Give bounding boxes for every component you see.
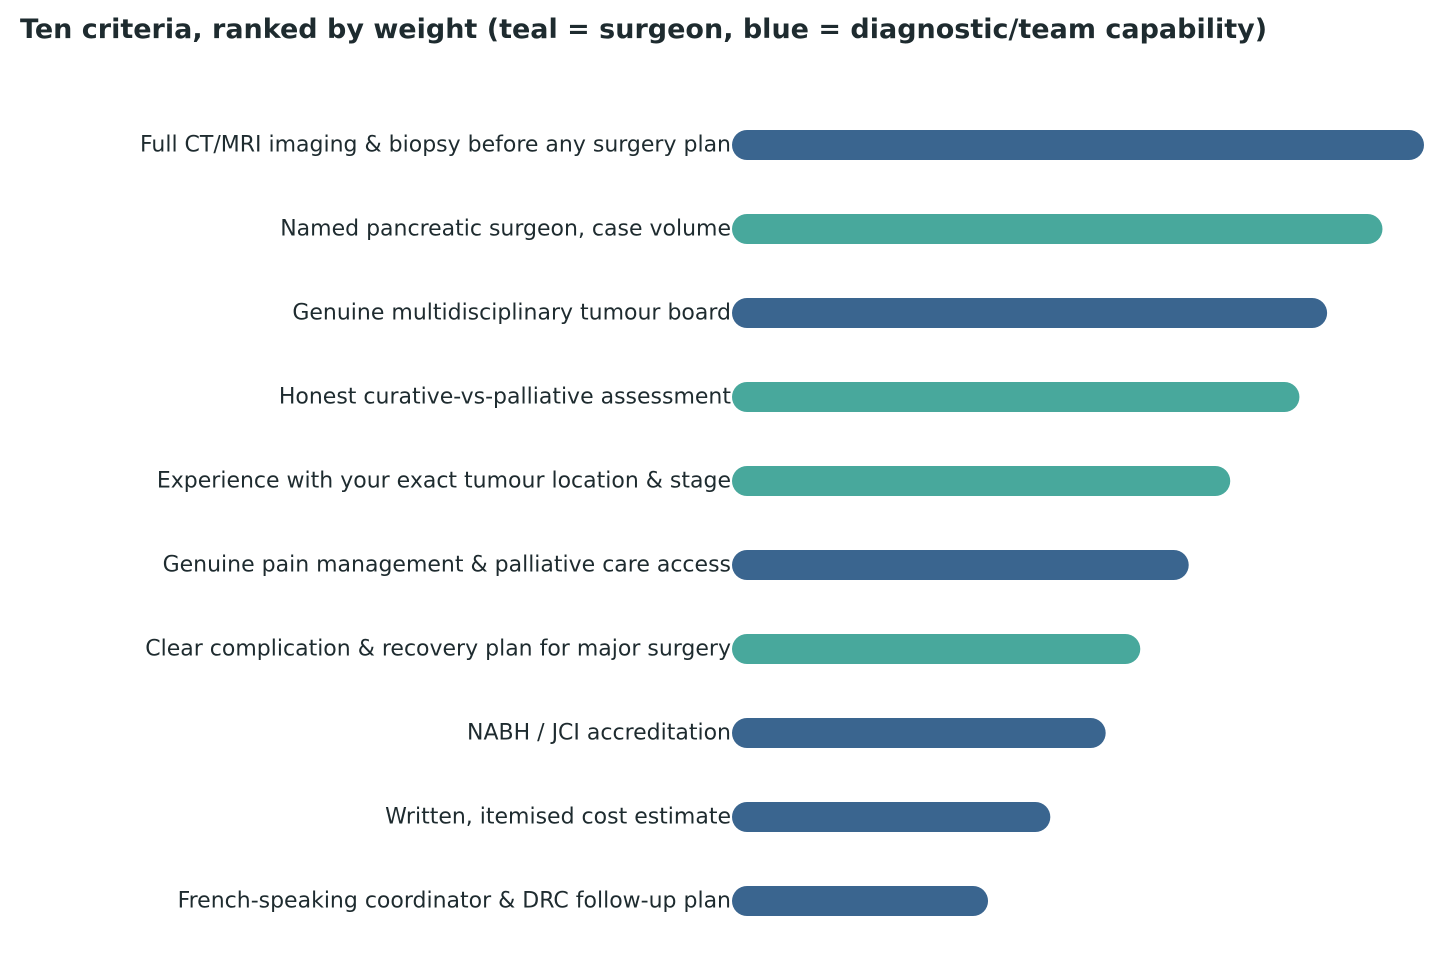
bar-capability [732, 550, 1189, 580]
bar-capability [732, 802, 1051, 832]
category-label: Named pancreatic surgeon, case volume [280, 217, 731, 242]
bar-capability [732, 130, 1424, 160]
chart-title: Ten criteria, ranked by weight (teal = s… [20, 14, 1268, 45]
bar-capability [732, 718, 1106, 748]
category-label: Clear complication & recovery plan for m… [145, 637, 731, 662]
category-label: Written, itemised cost estimate [385, 805, 731, 830]
category-label: French-speaking coordinator & DRC follow… [178, 889, 731, 914]
category-label: Experience with your exact tumour locati… [157, 469, 731, 494]
category-label: Genuine multidisciplinary tumour board [292, 301, 731, 326]
bar-surgeon [732, 466, 1231, 496]
category-label: Full CT/MRI imaging & biopsy before any … [140, 133, 731, 158]
category-label: Genuine pain management & palliative car… [163, 553, 731, 578]
category-label: Honest curative-vs-palliative assessment [279, 385, 732, 410]
bar-surgeon [732, 634, 1141, 664]
bar-surgeon [732, 214, 1383, 244]
bar-capability [732, 886, 989, 916]
bar-surgeon [732, 382, 1300, 412]
category-label: NABH / JCI accreditation [467, 721, 731, 746]
bar-capability [732, 298, 1328, 328]
